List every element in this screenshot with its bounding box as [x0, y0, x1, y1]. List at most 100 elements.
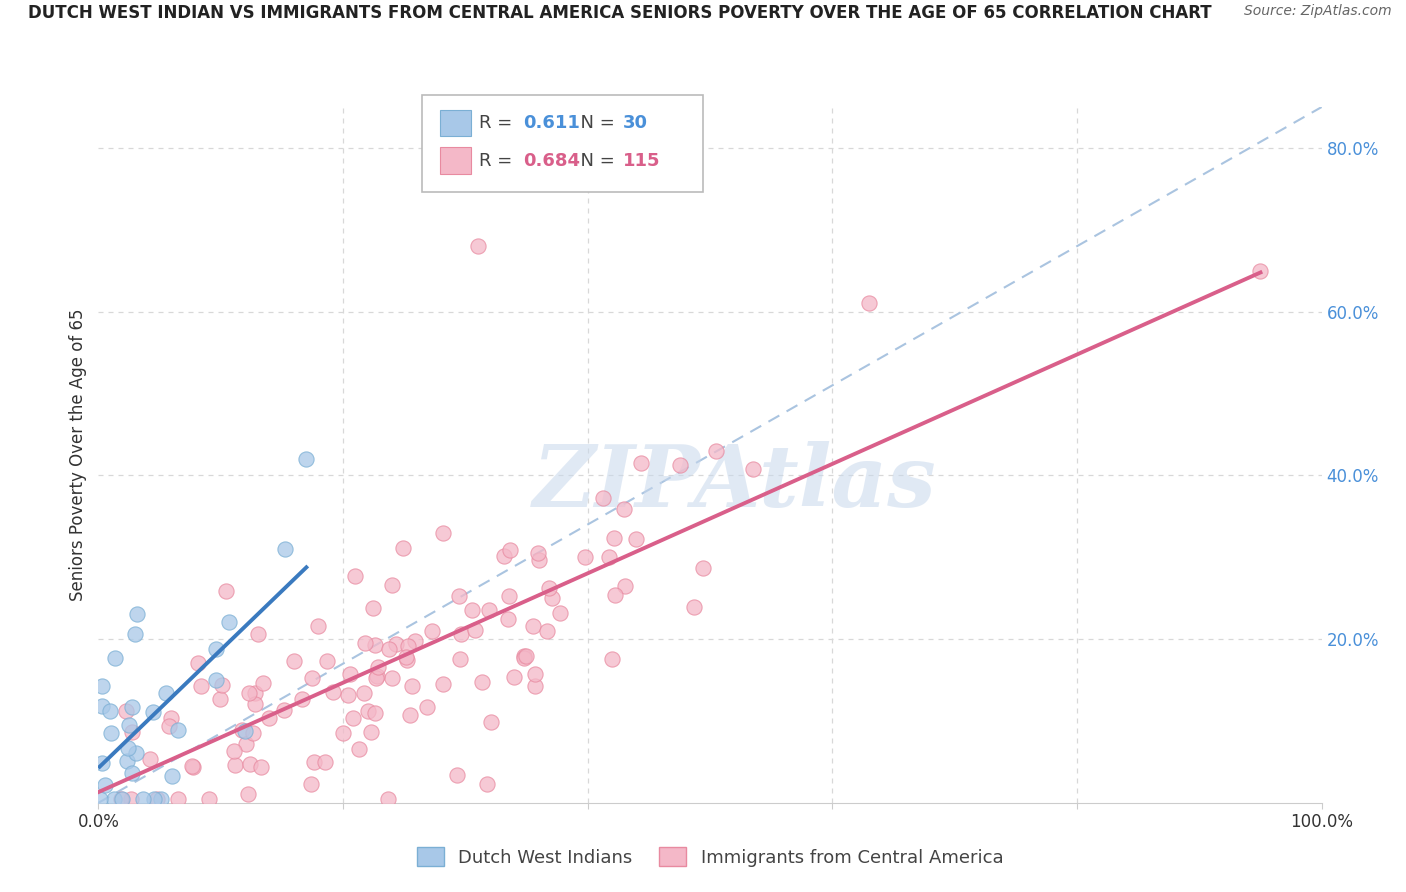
Point	[90, 679, 112, 693]
Point	[224, 744, 246, 758]
Point	[344, 569, 367, 583]
Point	[115, 704, 138, 718]
Point	[361, 601, 384, 615]
Point	[598, 550, 620, 565]
Point	[120, 791, 142, 805]
Point	[381, 578, 404, 592]
Point	[446, 768, 468, 782]
Point	[377, 641, 399, 656]
Point	[360, 725, 382, 739]
Point	[155, 686, 177, 700]
Legend: Dutch West Indians, Immigrants from Central America: Dutch West Indians, Immigrants from Cent…	[409, 840, 1011, 874]
Point	[574, 549, 596, 564]
Text: R =: R =	[479, 152, 519, 169]
Point	[364, 706, 387, 720]
Point	[238, 686, 260, 700]
Text: Source: ZipAtlas.com: Source: ZipAtlas.com	[1244, 4, 1392, 19]
Point	[236, 787, 259, 801]
Point	[513, 651, 536, 665]
Point	[111, 791, 134, 805]
Point	[141, 706, 163, 720]
Point	[858, 296, 880, 310]
Point	[498, 589, 520, 603]
Point	[121, 700, 143, 714]
Point	[257, 711, 280, 725]
Point	[600, 652, 623, 666]
Point	[118, 717, 141, 731]
Text: 0.684: 0.684	[523, 152, 581, 169]
Point	[366, 671, 388, 685]
Point	[160, 711, 183, 725]
Point	[692, 561, 714, 575]
Point	[117, 741, 139, 756]
Point	[204, 642, 226, 657]
Point	[524, 679, 547, 693]
Point	[132, 791, 155, 805]
Y-axis label: Seniors Poverty Over the Age of 65: Seniors Poverty Over the Age of 65	[69, 309, 87, 601]
Point	[157, 719, 180, 733]
Point	[224, 758, 246, 772]
Point	[91, 698, 114, 713]
Point	[187, 657, 209, 671]
Point	[536, 624, 558, 638]
Point	[127, 607, 149, 622]
Text: ZIPAtlas: ZIPAtlas	[533, 441, 936, 524]
Point	[218, 615, 240, 629]
Point	[273, 703, 295, 717]
Point	[515, 648, 537, 663]
Point	[498, 542, 520, 557]
Point	[363, 638, 385, 652]
Point	[527, 546, 550, 560]
Point	[349, 742, 371, 756]
Point	[215, 584, 238, 599]
Point	[475, 777, 498, 791]
Point	[239, 757, 262, 772]
Point	[467, 239, 489, 253]
Point	[143, 791, 166, 805]
Point	[167, 791, 190, 805]
Point	[464, 623, 486, 637]
Point	[322, 684, 344, 698]
Point	[104, 651, 127, 665]
Point	[498, 611, 520, 625]
Point	[124, 627, 146, 641]
Point	[91, 756, 114, 771]
Point	[121, 766, 143, 780]
Point	[450, 627, 472, 641]
Point	[103, 791, 125, 805]
Point	[243, 686, 266, 700]
Point	[316, 654, 339, 668]
Point	[538, 582, 561, 596]
Point	[522, 618, 544, 632]
Text: N =: N =	[569, 152, 621, 169]
Point	[302, 756, 325, 770]
Point	[231, 723, 253, 738]
Point	[162, 768, 184, 782]
Point	[121, 724, 143, 739]
Point	[339, 667, 361, 681]
Point	[295, 452, 318, 467]
Point	[366, 669, 388, 683]
Point	[342, 711, 364, 725]
Point	[461, 603, 484, 617]
Point	[146, 791, 169, 805]
Point	[668, 458, 690, 472]
Point	[242, 726, 264, 740]
Point	[630, 456, 652, 470]
Point	[235, 737, 257, 751]
Point	[110, 791, 132, 805]
Point	[150, 791, 173, 805]
Point	[540, 591, 562, 605]
Point	[353, 636, 375, 650]
Point	[274, 541, 297, 556]
Point	[115, 754, 138, 768]
Point	[613, 502, 636, 516]
Point	[198, 791, 221, 805]
Point	[592, 491, 614, 505]
Point	[394, 650, 416, 665]
Point	[209, 692, 232, 706]
Point	[527, 553, 550, 567]
Point	[377, 791, 399, 805]
Point	[449, 652, 471, 666]
Point	[308, 619, 330, 633]
